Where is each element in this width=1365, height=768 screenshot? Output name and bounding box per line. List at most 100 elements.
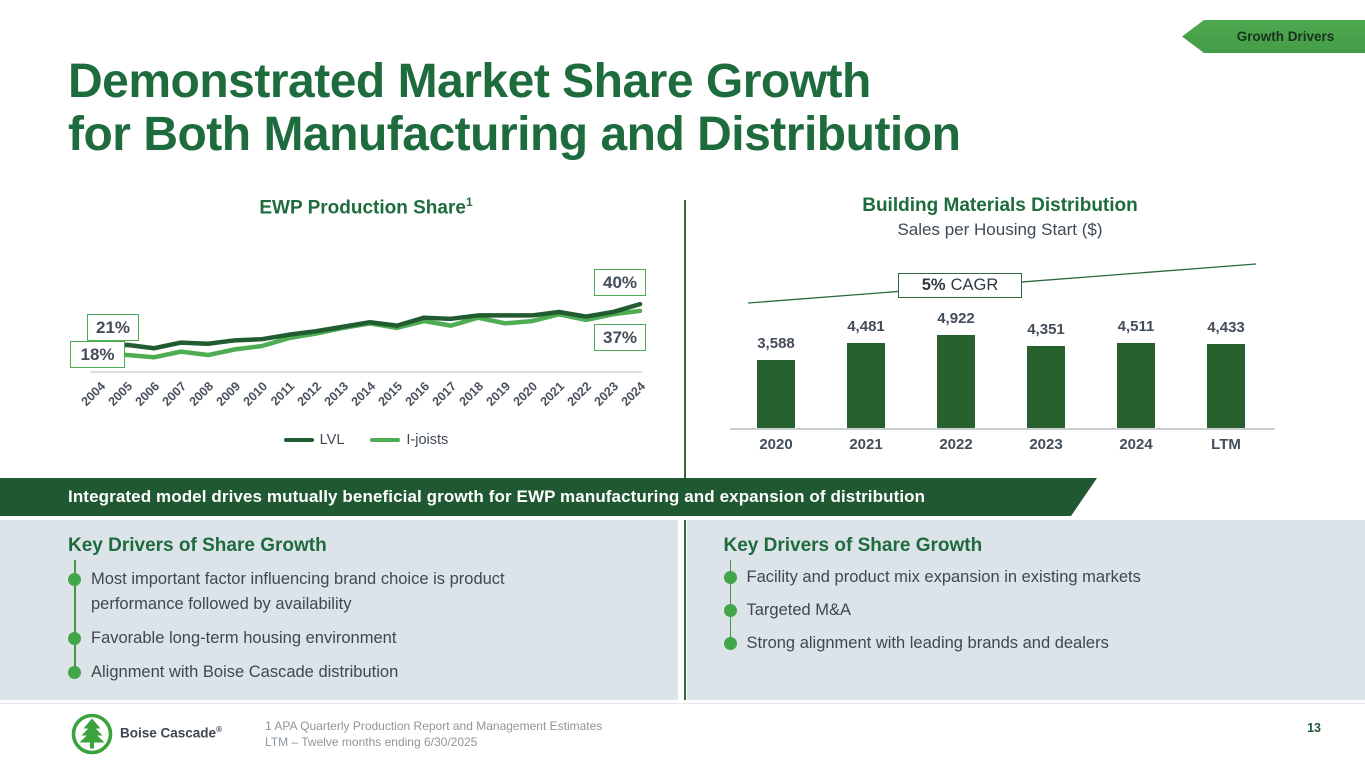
- slide-footer: Boise Cascade® 1 APA Quarterly Productio…: [0, 703, 1365, 768]
- ewp-line-chart-plot: 2004200520062007200820092010201120122013…: [79, 301, 649, 409]
- legend-label-ijoists: I-joists: [406, 432, 449, 448]
- bar-2022: [937, 335, 975, 428]
- bar-category-label: 2024: [1119, 436, 1153, 453]
- bullet-dot-icon: [723, 571, 737, 584]
- bmd-chart-subtitle: Sales per Housing Start ($): [897, 220, 1103, 239]
- footnote-reference: 1: [465, 195, 473, 209]
- bar-2024: [1117, 343, 1155, 428]
- panel-heading-right: Key Drivers of Share Growth: [723, 535, 983, 556]
- bullet-item: Most important factor influencing brand …: [68, 567, 628, 617]
- bullet-list: Facility and product mix expansion in ex…: [723, 565, 1324, 664]
- integrated-model-banner: Integrated model drives mutually benefic…: [0, 478, 1097, 516]
- chart-legend: LVL I-joists: [60, 432, 672, 448]
- growth-drivers-tag: Growth Drivers: [1182, 20, 1365, 53]
- bar-2021: [847, 343, 885, 428]
- bars-area: [700, 295, 1300, 428]
- key-drivers-manufacturing-panel: Key Drivers of Share Growth Most importa…: [0, 520, 678, 700]
- slide-title-line-1: Demonstrated Market Share Growth: [68, 55, 871, 108]
- bullet-item: Facility and product mix expansion in ex…: [723, 565, 1324, 590]
- legend-label-lvl: LVL: [319, 432, 345, 448]
- bmd-chart-title: Building Materials Distribution: [862, 195, 1138, 216]
- x-tick-label: 2010: [241, 379, 271, 409]
- x-tick-label: 2004: [79, 379, 109, 409]
- footnotes: 1 APA Quarterly Production Report and Ma…: [265, 719, 602, 750]
- slide-title-line-2: for Both Manufacturing and Distribution: [68, 108, 961, 161]
- x-tick-label: 2006: [133, 379, 163, 409]
- bullet-dot-icon: [68, 666, 81, 679]
- bullet-text: Targeted M&A: [746, 601, 852, 619]
- bullet-text: Favorable long-term housing environment: [91, 629, 397, 647]
- growth-drivers-label: Growth Drivers: [1236, 29, 1335, 44]
- bar-category-label: 2020: [759, 436, 793, 453]
- x-axis-line: [730, 428, 1275, 430]
- bar-category-label: 2023: [1029, 436, 1063, 453]
- column-divider-upper: [684, 200, 686, 478]
- bullet-list: Most important factor influencing brand …: [68, 567, 628, 694]
- i-joists-line: [97, 308, 643, 360]
- bullet-item: Alignment with Boise Cascade distributio…: [68, 660, 628, 685]
- ewp-production-share-chart: EWP Production Share1 2004 2005 2006 2007 20…: [60, 195, 672, 470]
- ewp-chart-title-text: EWP Production Share: [259, 197, 466, 219]
- bullet-text: Most important factor influencing brand …: [91, 570, 505, 613]
- bullet-item: Strong alignment with leading brands and…: [723, 631, 1324, 656]
- building-materials-distribution-chart: Building Materials Distribution Sales pe…: [700, 195, 1300, 480]
- bullet-dot-icon: [723, 637, 737, 650]
- x-tick-label: 2017: [430, 379, 460, 409]
- callout-ijoists-end: 37%: [594, 324, 646, 351]
- bar-value-label: 4,511: [1117, 318, 1155, 335]
- footnote-line-2: LTM – Twelve months ending 6/30/2025: [265, 734, 478, 749]
- bar-category-label: 2022: [939, 436, 973, 453]
- bullet-text: Strong alignment with leading brands and…: [746, 634, 1109, 652]
- slide-title: Demonstrated Market Share Growth for Bot…: [68, 55, 961, 161]
- bullet-text: Alignment with Boise Cascade distributio…: [91, 663, 399, 681]
- registered-mark: ®: [216, 725, 222, 734]
- boise-cascade-logo-icon: [71, 713, 113, 755]
- x-tick-label: 2007: [160, 379, 190, 409]
- bullet-item: Favorable long-term housing environment: [68, 626, 628, 651]
- x-tick-label: 2015: [376, 379, 406, 409]
- key-drivers-distribution-panel: Key Drivers of Share Growth Facility and…: [686, 520, 1365, 700]
- x-tick-label: 2005: [106, 379, 136, 409]
- x-tick-label: 2012: [295, 379, 325, 409]
- x-tick-label: 2013: [322, 379, 352, 409]
- bar-category-label: LTM: [1211, 436, 1241, 453]
- legend-item-ijoists: I-joists: [370, 432, 448, 448]
- x-tick-label: 2009: [214, 379, 244, 409]
- bar-value-label: 4,481: [847, 318, 885, 335]
- bar-2020: [757, 360, 795, 428]
- bar-value-label: 3,588: [757, 335, 795, 352]
- bullet-connector-line: [729, 560, 731, 646]
- x-tick-label: 2016: [403, 379, 433, 409]
- callout-lvl-start: 21%: [87, 314, 139, 341]
- x-tick-label: 2018: [457, 379, 487, 409]
- bar-value-label: 4,922: [937, 310, 975, 327]
- bullet-dot-icon: [68, 632, 81, 645]
- bar-ltm: [1207, 344, 1245, 428]
- x-tick-label: 2019: [484, 379, 514, 409]
- x-tick-label: 2022: [565, 379, 595, 409]
- bullet-text: Facility and product mix expansion in ex…: [746, 568, 1141, 586]
- bar-2023: [1027, 346, 1065, 428]
- bullet-item: Targeted M&A: [723, 598, 1324, 623]
- bar-category-label: 2021: [849, 436, 883, 453]
- x-tick-label: 2024: [619, 379, 649, 409]
- cagr-rate: 5%: [921, 276, 946, 294]
- x-tick-label: 2014: [349, 379, 379, 409]
- lvl-line: [97, 301, 643, 351]
- column-divider-lower: [684, 520, 686, 700]
- boise-cascade-wordmark: Boise Cascade®: [120, 725, 222, 741]
- page-number: 13: [1307, 721, 1321, 735]
- x-tick-label: 2008: [187, 379, 217, 409]
- bullet-dot-icon: [68, 573, 81, 586]
- panel-heading-left: Key Drivers of Share Growth: [68, 535, 327, 556]
- x-tick-label: 2021: [538, 379, 568, 409]
- x-tick-label: 2020: [511, 379, 541, 409]
- bullet-dot-icon: [723, 604, 737, 617]
- brand-text: Boise Cascade: [120, 725, 217, 741]
- bar-value-label: 4,433: [1207, 319, 1245, 336]
- x-tick-label: 2023: [592, 379, 622, 409]
- cagr-metric: CAGR: [950, 276, 999, 294]
- bar-value-label: 4,351: [1027, 321, 1065, 338]
- lvl-line-swatch-icon: [283, 437, 314, 443]
